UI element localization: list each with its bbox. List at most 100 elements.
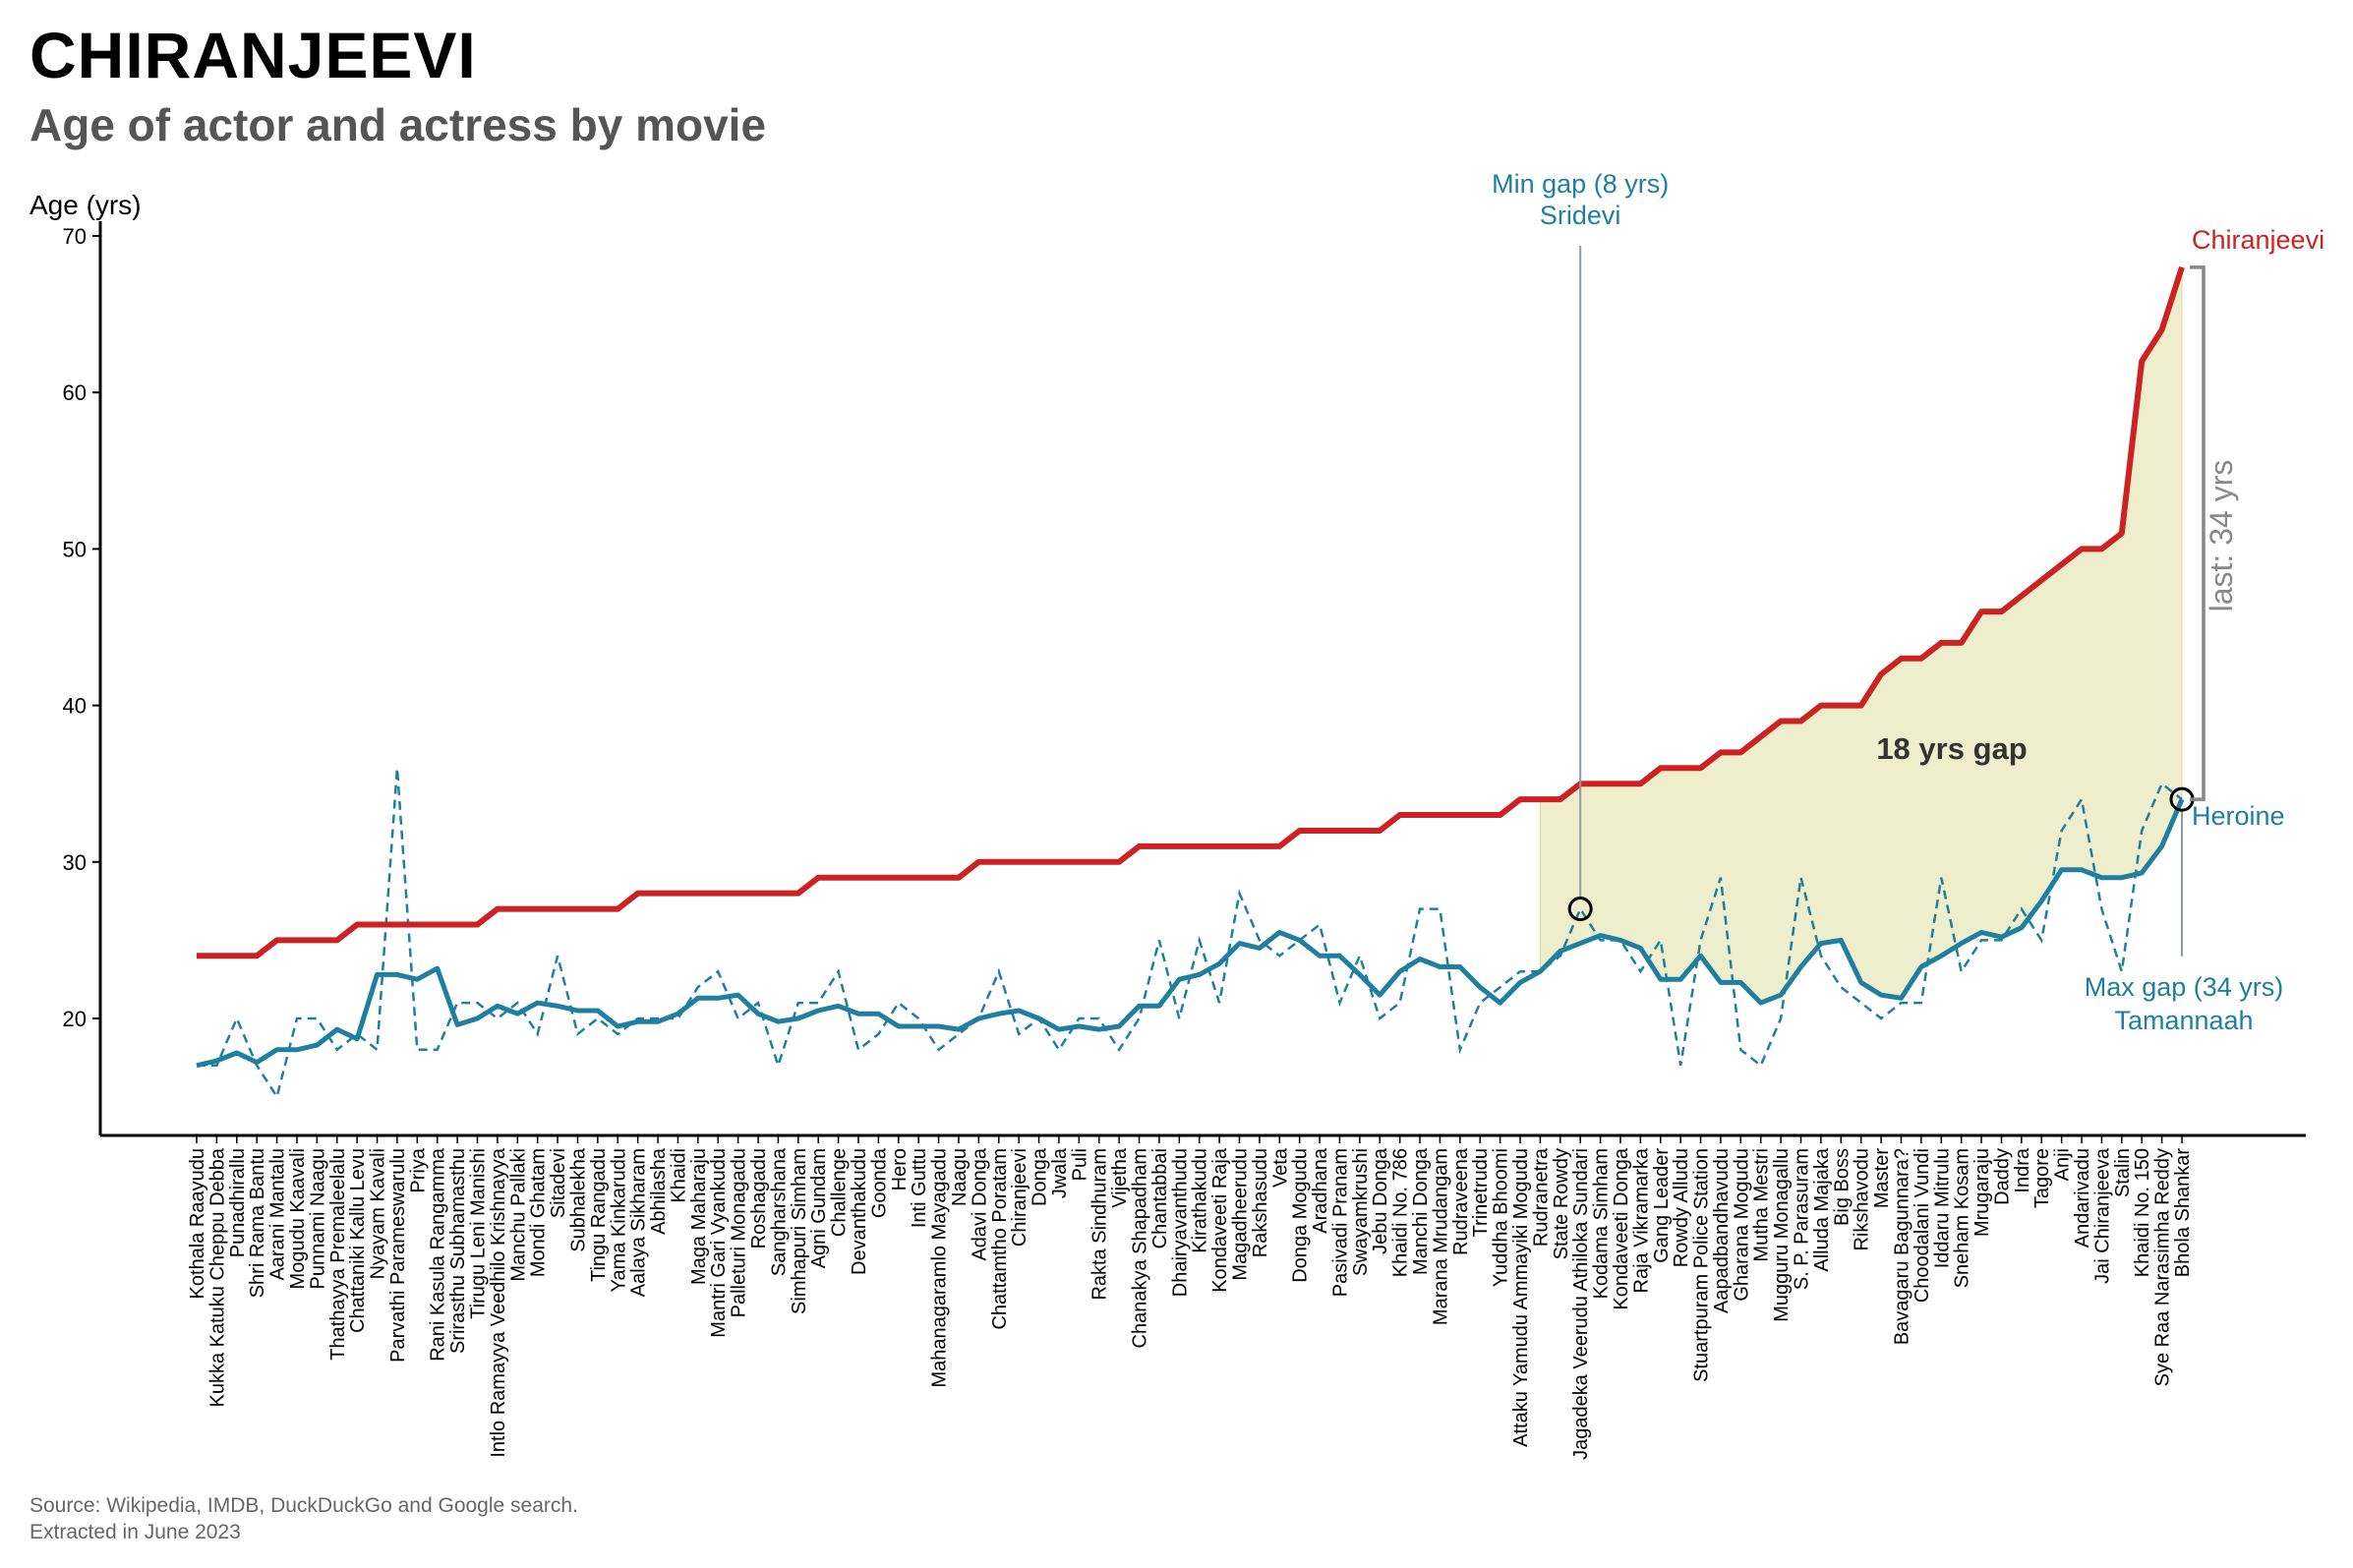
- x-tick-label: Donga Mogudu: [1290, 1148, 1312, 1283]
- series-layer: [196, 265, 2185, 1100]
- y-tick-label: 70: [63, 224, 87, 249]
- x-tick-label: Punnami Naagu: [307, 1148, 328, 1289]
- x-tick-label: Intlo Ramayya Veedhilo Krishnayya: [488, 1147, 509, 1457]
- x-tick-label: Raja Vikramarka: [1630, 1147, 1652, 1293]
- x-tick-label: Tagore: [2031, 1148, 2053, 1208]
- x-tick-label: Srirasthu Subhamasthu: [447, 1148, 469, 1354]
- x-tick-label: Bhola Shankar: [2172, 1148, 2194, 1278]
- x-tick-label: Manchu Pallaki: [507, 1148, 529, 1282]
- x-tick-label: S. P. Parasuram: [1792, 1148, 1813, 1290]
- x-tick-label: Sneham Kosam: [1952, 1148, 1973, 1288]
- x-tick-label: Aarani Mantalu: [267, 1148, 289, 1281]
- last-gap-bracket: [2190, 265, 2206, 801]
- x-tick-label: Indra: [2012, 1147, 2033, 1192]
- chiranjeevi-series-label: Chiranjeevi: [2192, 225, 2324, 255]
- x-tick-label: Alluda Majaka: [1811, 1147, 1833, 1272]
- x-tick-label: Chantabbai: [1149, 1148, 1171, 1249]
- x-tick-label: Khaidi No. 150: [2132, 1148, 2153, 1277]
- x-tick-label: Kothala Raayudu: [187, 1148, 208, 1299]
- x-tick-label: Mugguru Monagallu: [1771, 1148, 1793, 1322]
- x-tick-label: Jai Chiranjeeva: [2091, 1147, 2113, 1284]
- x-tick-label: Attaku Yamudu Ammayiki Mogudu: [1510, 1148, 1532, 1447]
- x-tick-label: Kodama Simham: [1591, 1148, 1613, 1299]
- x-tick-label: Sitadevi: [548, 1148, 569, 1218]
- chart-subtitle: Age of actor and actress by movie: [29, 99, 767, 150]
- y-tick-label: 50: [63, 537, 87, 561]
- x-tick-label: Khaidi: [668, 1148, 689, 1203]
- x-tick-label: Rowdy Alludu: [1671, 1148, 1692, 1267]
- x-tick-label: Inti Guttu: [909, 1148, 930, 1228]
- x-tick-label: Anji: [2052, 1148, 2074, 1181]
- x-tick-label: Palleturi Monagadu: [729, 1148, 750, 1317]
- x-tick-label: Simhapuri Simham: [789, 1148, 810, 1314]
- heroine-series-label: Heroine: [2192, 801, 2285, 831]
- x-tick-label: Rakta Sindhuram: [1089, 1148, 1111, 1301]
- y-tick-label: 40: [63, 694, 87, 719]
- chiranjeevi-age-line: [197, 265, 2185, 959]
- x-tick-label: Devanthakudu: [849, 1148, 870, 1275]
- source-note: Source: Wikipedia, IMDB, DuckDuckGo and …: [29, 1492, 578, 1545]
- gap-area: [1539, 266, 2183, 1004]
- x-tick-label: Kondaveeti Donga: [1611, 1147, 1632, 1309]
- x-tick-label: Naagu: [949, 1148, 971, 1206]
- x-tick-label: Chanakya Shapadham: [1130, 1148, 1151, 1348]
- x-tick-label: Gharana Mogudu: [1731, 1148, 1752, 1302]
- x-tick-label: Chiranjeevi: [1009, 1148, 1030, 1247]
- x-tick-label: Aapadbandhavudu: [1711, 1148, 1733, 1313]
- x-tick-label: Big Boss: [1831, 1148, 1853, 1226]
- x-tick-label: Khaidi No. 786: [1390, 1148, 1412, 1277]
- x-tick-label: Manchi Donga: [1410, 1147, 1432, 1275]
- x-tick-label: Aalaya Sikharam: [628, 1148, 650, 1297]
- x-tick-label: Mantri Gari Vyankudu: [708, 1148, 730, 1338]
- x-tick-label: Mondi Ghatam: [528, 1148, 550, 1277]
- x-tick-label: Trinetrudu: [1470, 1148, 1492, 1237]
- x-tick-label: Stuartpuram Police Station: [1691, 1148, 1713, 1382]
- x-tick-label: Rudranetra: [1530, 1147, 1552, 1247]
- x-tick-label: Jagadeka Veerudu Athiloka Sundari: [1570, 1148, 1592, 1460]
- x-tick-label: Marana Mrudangam: [1430, 1148, 1451, 1325]
- x-tick-label: Yama Kinkarudu: [608, 1148, 629, 1292]
- x-tick-label: Daddy: [1991, 1148, 2013, 1205]
- x-tick-label: Kondaveeti Raja: [1209, 1147, 1231, 1293]
- x-tick-label: Chattamtho Poratam: [989, 1148, 1011, 1330]
- x-tick-label: Vijetha: [1109, 1147, 1131, 1208]
- x-tick-label: Veta: [1269, 1147, 1291, 1188]
- x-tick-label: Sye Raa Narasimha Reddy: [2152, 1148, 2174, 1386]
- x-tick-label: Yuddha Bhoomi: [1491, 1148, 1512, 1287]
- x-tick-label: Shri Rama Bantu: [247, 1148, 268, 1298]
- x-tick-label: State Rowdy: [1551, 1148, 1572, 1259]
- x-tick-label: Stalin: [2112, 1148, 2134, 1197]
- heroine-average-line: [196, 798, 2185, 1069]
- x-tick-label: Priya: [407, 1147, 429, 1192]
- x-tick-label: Thathayya Premaleelalu: [327, 1148, 349, 1361]
- x-tick-label: Rudraveena: [1450, 1147, 1472, 1255]
- y-axis-label: Age (yrs): [29, 190, 142, 220]
- x-tick-label: Jwala: [1049, 1147, 1071, 1198]
- x-tick-label: Kirathakudu: [1190, 1148, 1211, 1253]
- x-tick-label: Challenge: [829, 1148, 851, 1237]
- source-text: Source: Wikipedia, IMDB, DuckDuckGo and …: [29, 1494, 578, 1517]
- min-gap-actress: Sridevi: [1540, 201, 1621, 230]
- x-tick-label: Sangharshana: [768, 1147, 790, 1276]
- x-tick-label: Puli: [1069, 1148, 1090, 1181]
- x-tick-label: Tirugu Leni Manishi: [468, 1148, 490, 1319]
- x-tick-label: Rikshavodu: [1852, 1148, 1873, 1251]
- x-tick-label: Subhalekha: [567, 1147, 589, 1252]
- x-tick-label: Bavagaru Bagunnara?: [1891, 1148, 1912, 1345]
- x-tick-label: Mogudu Kaavali: [287, 1148, 309, 1289]
- min-gap-marker: [1567, 897, 1593, 922]
- x-tick-label: Punadhirallu: [227, 1148, 249, 1257]
- x-tick-label: Parvathi Parameswarulu: [387, 1148, 409, 1363]
- annotation-layer: Min gap (8 yrs)Sridevi Max gap (34 yrs) Ta…: [1492, 169, 2324, 1035]
- x-tick-label: Nyayam Kavali: [368, 1148, 389, 1279]
- x-tick-label: Aradhana: [1310, 1147, 1331, 1234]
- x-tick-label: Gang Leader: [1651, 1148, 1673, 1263]
- x-tick-label: Magadheerudu: [1229, 1148, 1251, 1281]
- extraction-date: Extracted in June 2023: [29, 1521, 241, 1543]
- x-tick-label: Adavi Donga: [969, 1147, 990, 1260]
- x-tick-label: Kukka Katuku Cheppu Debba: [206, 1147, 228, 1407]
- x-tick-label: Donga: [1029, 1147, 1051, 1206]
- x-tick-label: Mutha Mestri: [1751, 1148, 1773, 1262]
- x-tick-label: Mrugaraju: [1971, 1148, 1993, 1237]
